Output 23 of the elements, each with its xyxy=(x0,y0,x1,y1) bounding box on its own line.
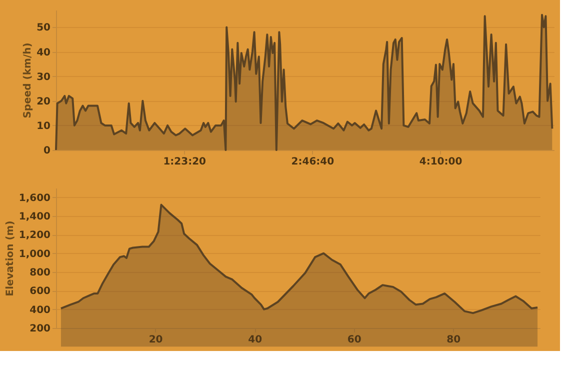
x-tick-label: 40 xyxy=(248,334,262,346)
x-tick-label: 80 xyxy=(446,334,461,346)
x-tick-label: 1:23:20 xyxy=(163,156,206,168)
y-axis-title: Elevation (m) xyxy=(4,220,16,296)
y-axis-title: Speed (km/h) xyxy=(22,42,34,118)
y-tick-label: 1,400 xyxy=(18,212,51,222)
x-tick-label: 2:46:40 xyxy=(291,156,334,168)
x-tick-label: 60 xyxy=(347,334,362,346)
y-tick-label: 10 xyxy=(36,120,51,132)
y-tick-label: 1,000 xyxy=(18,248,51,260)
y-tick-label: 400 xyxy=(30,304,51,316)
y-tick-label: 200 xyxy=(30,324,51,334)
x-tick-label: 4:10:00 xyxy=(419,156,462,168)
y-tick-label: 50 xyxy=(36,22,51,34)
y-tick-label: 1,600 xyxy=(18,192,51,204)
y-tick-label: 40 xyxy=(36,47,51,58)
y-tick-label: 800 xyxy=(30,268,51,278)
y-tick-label: 30 xyxy=(36,72,51,83)
y-tick-label: 600 xyxy=(30,286,51,298)
y-tick-label: 1,200 xyxy=(18,230,51,242)
x-tick-label: 20 xyxy=(148,334,163,346)
y-tick-label: 20 xyxy=(36,96,51,108)
y-tick-label: 0 xyxy=(44,146,51,156)
